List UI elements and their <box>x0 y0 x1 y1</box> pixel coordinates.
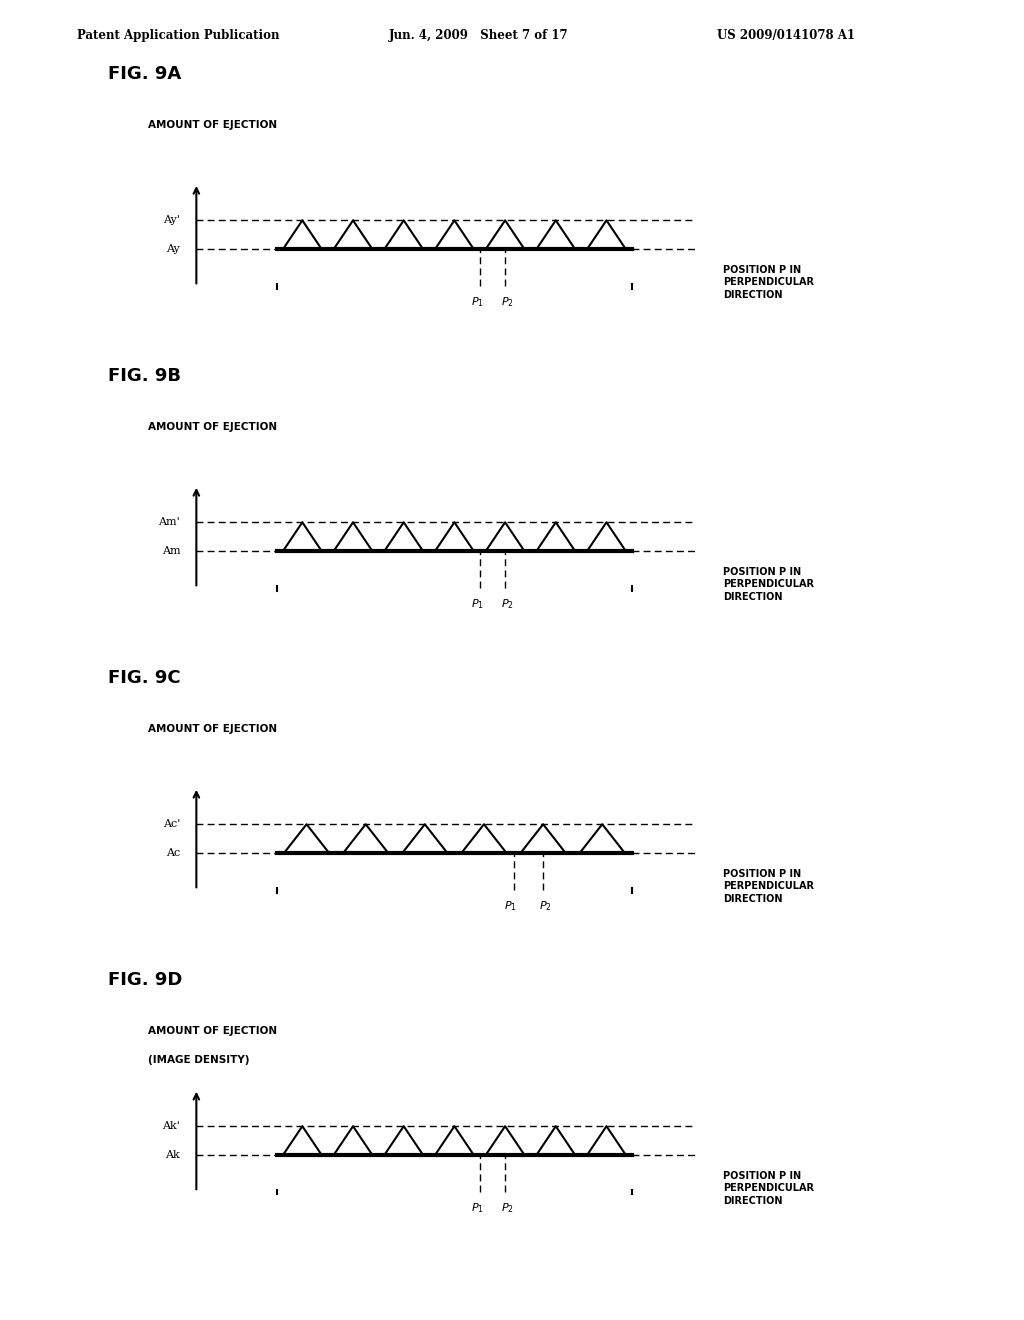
Text: $P_2$: $P_2$ <box>502 1201 514 1214</box>
Text: Ay: Ay <box>167 244 180 253</box>
Text: AMOUNT OF EJECTION: AMOUNT OF EJECTION <box>148 1026 278 1036</box>
Text: $P_1$: $P_1$ <box>505 899 517 912</box>
Text: AMOUNT OF EJECTION: AMOUNT OF EJECTION <box>148 422 278 432</box>
Text: POSITION P IN
PERPENDICULAR
DIRECTION: POSITION P IN PERPENDICULAR DIRECTION <box>723 566 814 602</box>
Text: $P_2$: $P_2$ <box>540 899 552 912</box>
Text: $P_2$: $P_2$ <box>502 294 514 309</box>
Text: (IMAGE DENSITY): (IMAGE DENSITY) <box>148 1055 250 1065</box>
Text: $P_1$: $P_1$ <box>471 1201 483 1214</box>
Text: $P_1$: $P_1$ <box>471 294 483 309</box>
Text: POSITION P IN
PERPENDICULAR
DIRECTION: POSITION P IN PERPENDICULAR DIRECTION <box>723 869 814 904</box>
Text: FIG. 9A: FIG. 9A <box>108 66 181 83</box>
Text: Ac': Ac' <box>163 820 180 829</box>
Text: FIG. 9B: FIG. 9B <box>108 367 180 385</box>
Text: Jun. 4, 2009   Sheet 7 of 17: Jun. 4, 2009 Sheet 7 of 17 <box>389 29 568 42</box>
Text: Ak: Ak <box>166 1150 180 1160</box>
Text: US 2009/0141078 A1: US 2009/0141078 A1 <box>717 29 855 42</box>
Text: $P_2$: $P_2$ <box>502 597 514 611</box>
Text: AMOUNT OF EJECTION: AMOUNT OF EJECTION <box>148 723 278 734</box>
Text: Ak': Ak' <box>163 1121 180 1131</box>
Text: Am: Am <box>162 546 180 556</box>
Text: $P_1$: $P_1$ <box>471 597 483 611</box>
Text: FIG. 9D: FIG. 9D <box>108 972 182 989</box>
Text: POSITION P IN
PERPENDICULAR
DIRECTION: POSITION P IN PERPENDICULAR DIRECTION <box>723 265 814 300</box>
Text: Patent Application Publication: Patent Application Publication <box>77 29 280 42</box>
Text: Ay': Ay' <box>164 215 180 226</box>
Text: POSITION P IN
PERPENDICULAR
DIRECTION: POSITION P IN PERPENDICULAR DIRECTION <box>723 1171 814 1205</box>
Text: Ac: Ac <box>166 847 180 858</box>
Text: FIG. 9C: FIG. 9C <box>108 669 180 688</box>
Text: Am': Am' <box>159 517 180 527</box>
Text: AMOUNT OF EJECTION: AMOUNT OF EJECTION <box>148 120 278 129</box>
